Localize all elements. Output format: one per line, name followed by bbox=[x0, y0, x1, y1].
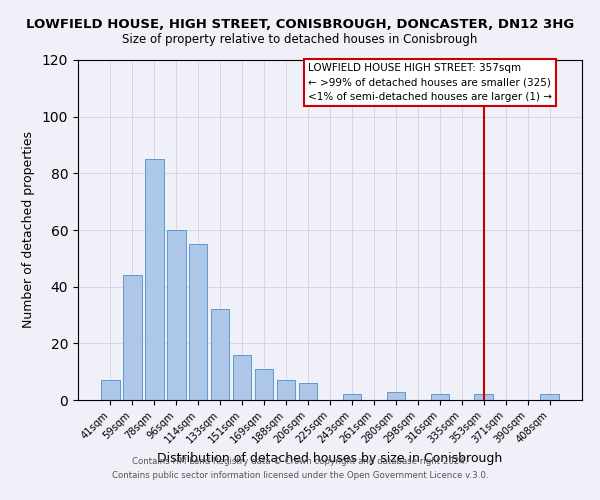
Bar bbox=[277, 380, 295, 400]
Bar bbox=[541, 394, 559, 400]
Y-axis label: Number of detached properties: Number of detached properties bbox=[22, 132, 35, 328]
Text: Contains public sector information licensed under the Open Government Licence v.: Contains public sector information licen… bbox=[112, 471, 488, 480]
Bar bbox=[431, 394, 449, 400]
Bar bbox=[343, 394, 361, 400]
Text: Contains HM Land Registry data © Crown copyright and database right 2024.: Contains HM Land Registry data © Crown c… bbox=[132, 458, 468, 466]
Bar bbox=[167, 230, 185, 400]
Text: LOWFIELD HOUSE, HIGH STREET, CONISBROUGH, DONCASTER, DN12 3HG: LOWFIELD HOUSE, HIGH STREET, CONISBROUGH… bbox=[26, 18, 574, 30]
Bar bbox=[145, 159, 164, 400]
Text: LOWFIELD HOUSE HIGH STREET: 357sqm
← >99% of detached houses are smaller (325)
<: LOWFIELD HOUSE HIGH STREET: 357sqm ← >99… bbox=[308, 63, 552, 102]
Bar bbox=[189, 244, 208, 400]
Bar bbox=[123, 276, 142, 400]
Bar bbox=[233, 354, 251, 400]
Bar bbox=[211, 310, 229, 400]
Bar bbox=[475, 394, 493, 400]
Bar bbox=[386, 392, 405, 400]
Bar bbox=[255, 369, 274, 400]
Text: Size of property relative to detached houses in Conisbrough: Size of property relative to detached ho… bbox=[122, 32, 478, 46]
Bar bbox=[101, 380, 119, 400]
X-axis label: Distribution of detached houses by size in Conisbrough: Distribution of detached houses by size … bbox=[157, 452, 503, 466]
Bar bbox=[299, 383, 317, 400]
